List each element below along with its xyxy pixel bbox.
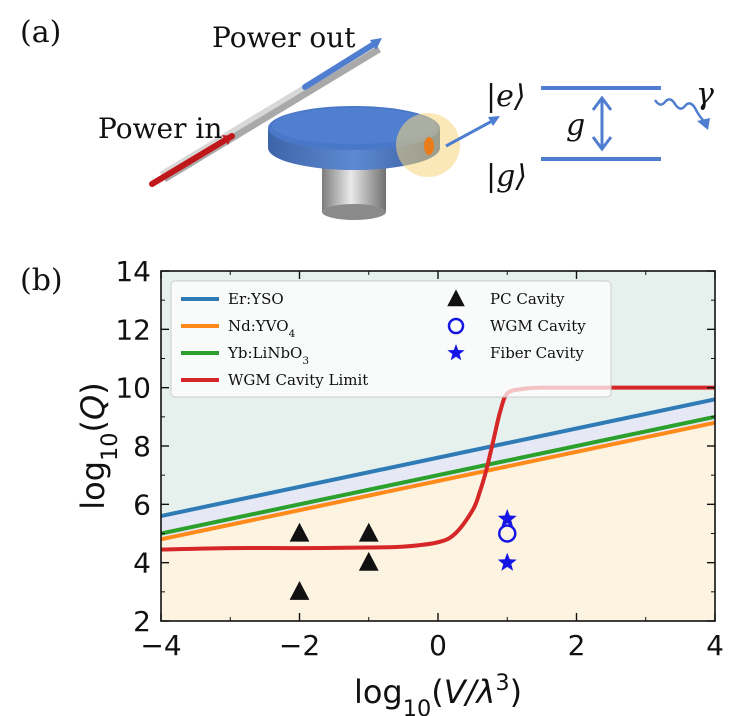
scatter-markers xyxy=(289,508,517,600)
pc-cavity-point xyxy=(358,522,379,542)
legend-label: Nd:YVO4 xyxy=(228,317,296,340)
x-tick-label: 0 xyxy=(429,629,447,662)
y-tick-label: 12 xyxy=(115,313,151,346)
panel-b-label: (b) xyxy=(20,263,63,298)
x-tick-label: 2 xyxy=(568,629,586,662)
y-tick-label: 14 xyxy=(115,255,151,288)
legend-label: Fiber Cavity xyxy=(490,344,584,362)
power-out-label: Power out xyxy=(212,21,356,54)
wgm-cavity-point xyxy=(498,524,517,543)
mode-highlight xyxy=(396,113,500,177)
panel-b: (b) −4 −2 0 2 4 2 4 6 8 10 12 14 log10(V/λ3) log10(Q)… xyxy=(20,255,724,716)
x-axis-label: log10(V/λ3) xyxy=(354,670,522,716)
legend-label: PC Cavity xyxy=(490,290,565,308)
y-tick-label: 6 xyxy=(133,488,151,521)
excited-state-label: |e⟩ xyxy=(486,79,526,114)
panel-a: (a) Pow xyxy=(20,15,714,220)
legend-label: Er:YSO xyxy=(228,290,284,308)
axis-ticks: −4 −2 0 2 4 2 4 6 8 10 12 14 xyxy=(115,255,724,662)
coupling-label: g xyxy=(566,108,585,143)
pc-cavity-point xyxy=(289,522,310,542)
ground-state-label: |g⟩ xyxy=(486,159,527,194)
y-tick-label: 4 xyxy=(133,547,151,580)
fiber-cavity-point xyxy=(497,508,517,528)
coupling-arrow-icon xyxy=(591,95,613,152)
legend-circle-icon xyxy=(447,317,465,335)
power-in-label: Power in xyxy=(98,112,222,145)
legend-box xyxy=(170,280,612,398)
fiber-cavity-point xyxy=(497,552,517,571)
x-tick-label: −4 xyxy=(140,629,181,662)
y-tick-label: 8 xyxy=(133,430,151,463)
x-tick-label: −2 xyxy=(279,629,320,662)
nd-yvo4-line xyxy=(161,420,715,542)
decay-wavy-arrow-icon xyxy=(653,98,710,130)
y-tick-label: 2 xyxy=(133,605,151,638)
waveguide xyxy=(149,38,382,187)
y-axis-label: log10(Q) xyxy=(74,382,123,509)
region-below-nd-yvo4 xyxy=(161,422,715,621)
legend-triangle-icon xyxy=(447,289,465,307)
yb-linbo3-line xyxy=(161,414,715,536)
legend-label: WGM Cavity Limit xyxy=(228,371,368,389)
panel-a-label: (a) xyxy=(20,15,61,50)
legend-star-icon xyxy=(447,344,465,361)
legend-label: WGM Cavity xyxy=(490,317,586,335)
y-tick-label: 10 xyxy=(115,372,151,405)
legend-label: Yb:LiNbO3 xyxy=(227,344,309,367)
x-tick-label: 4 xyxy=(706,629,724,662)
pc-cavity-point xyxy=(289,581,310,600)
decay-label: γ xyxy=(696,77,714,112)
chart: −4 −2 0 2 4 2 4 6 8 10 12 14 log10(V/λ3) log10(Q) Er:Y… xyxy=(74,255,724,716)
legend: Er:YSO Nd:YVO4 Yb:LiNbO3 WGM Cavity Limit PC… xyxy=(170,280,612,398)
er-yso-line xyxy=(161,397,715,518)
energy-level-diagram: |e⟩ |g⟩ g γ xyxy=(486,77,714,194)
pc-cavity-point xyxy=(358,551,379,571)
